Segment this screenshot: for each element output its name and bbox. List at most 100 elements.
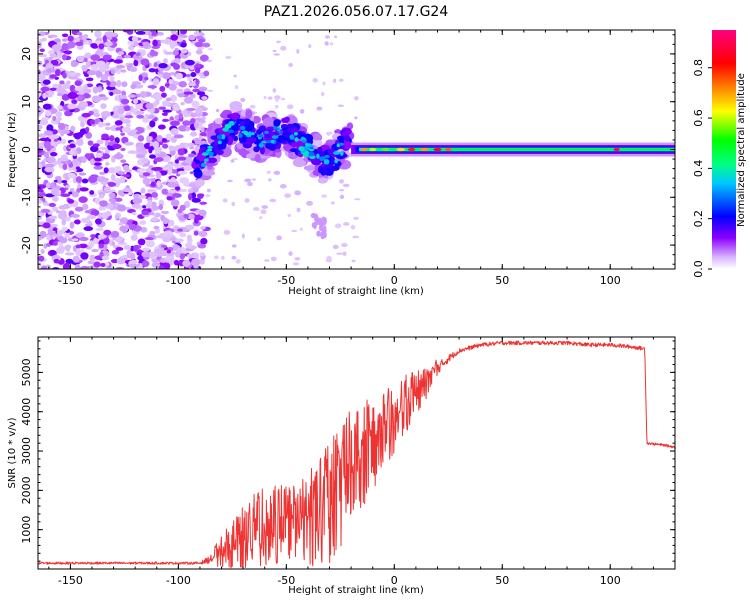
noise-speckle	[195, 107, 203, 114]
noise-speckle	[180, 48, 188, 54]
noise-speckle	[38, 255, 45, 262]
sparse-speckle	[294, 257, 301, 261]
noise-speckle	[153, 61, 158, 68]
sparse-speckle	[205, 194, 211, 197]
noise-speckle	[69, 221, 75, 229]
sparse-speckle	[246, 181, 253, 187]
noise-speckle	[90, 54, 100, 61]
noise-speckle	[114, 120, 123, 126]
noise-speckle	[189, 93, 196, 99]
noise-speckle	[147, 136, 153, 141]
fragment-core	[243, 118, 251, 125]
snr-panel: -150 -100 -50 0 50 100 1000 2000 3000 4000 5000 H…	[7, 336, 676, 596]
sparse-speckle	[225, 55, 232, 59]
noise-speckle	[126, 249, 132, 257]
noise-speckle	[170, 199, 180, 207]
noise-speckle	[188, 193, 193, 201]
noise-speckle	[157, 141, 164, 146]
fragment-peak	[323, 158, 330, 165]
noise-speckle	[125, 123, 131, 128]
noise-speckle	[142, 41, 150, 47]
noise-speckle	[140, 58, 150, 66]
noise-speckle	[79, 91, 85, 95]
noise-speckle	[54, 69, 61, 77]
noise-speckle	[89, 254, 96, 262]
colorbar-tick-label: 0.6	[692, 109, 705, 127]
noise-speckle	[112, 143, 122, 150]
noise-speckle	[56, 87, 66, 94]
noise-speckle	[149, 145, 155, 151]
sparse-speckle	[223, 229, 231, 235]
fragment-peak	[303, 145, 311, 151]
noise-speckle	[83, 57, 88, 63]
fragment-halo	[214, 118, 224, 125]
fragment-peak	[261, 140, 268, 144]
noise-speckle	[168, 84, 177, 91]
sparse-speckle	[306, 200, 314, 206]
noise-speckle	[129, 66, 138, 72]
noise-speckle	[38, 41, 42, 49]
noise-speckle	[42, 103, 52, 110]
noise-speckle	[119, 217, 128, 225]
fragment-tail	[323, 225, 327, 233]
noise-speckle	[68, 191, 73, 195]
noise-speckle	[96, 60, 106, 68]
noise-speckle	[81, 156, 87, 163]
sparse-speckle	[288, 62, 294, 68]
noise-speckle	[56, 247, 65, 254]
noise-speckle	[194, 35, 204, 39]
noise-speckle	[142, 172, 151, 177]
noise-speckle	[121, 136, 129, 144]
noise-speckle	[162, 236, 172, 243]
noise-speckle	[64, 244, 72, 250]
stable-line-hotspot	[407, 147, 416, 152]
noise-speckle	[194, 67, 201, 74]
stable-line-hotspot	[420, 147, 429, 152]
noise-speckle	[132, 197, 143, 205]
fragment-peak	[200, 162, 207, 168]
noise-speckle	[198, 38, 206, 43]
fragment-peak	[228, 121, 235, 126]
noise-speckle	[102, 35, 107, 43]
noise-speckle	[38, 261, 42, 268]
noise-speckle	[87, 140, 94, 146]
sparse-speckle	[279, 184, 287, 189]
fragment-halo	[292, 158, 306, 168]
noise-speckle	[73, 132, 79, 138]
noise-speckle	[153, 225, 160, 230]
noise-speckle	[173, 134, 184, 139]
noise-speckle	[167, 189, 178, 194]
noise-speckle	[82, 203, 89, 210]
noise-speckle	[137, 168, 147, 172]
noise-speckle	[43, 151, 50, 158]
sparse-speckle	[206, 59, 213, 63]
noise-speckle	[48, 215, 58, 220]
noise-speckle	[187, 142, 195, 148]
noise-speckle	[189, 171, 195, 175]
y-tick-label: 4000	[20, 398, 33, 426]
noise-speckle	[66, 41, 76, 49]
noise-speckle	[61, 180, 68, 184]
noise-speckle	[73, 220, 81, 224]
fragment-halo	[315, 139, 323, 147]
noise-speckle	[199, 252, 205, 257]
noise-speckle	[187, 76, 193, 82]
fragment-peak	[248, 131, 252, 137]
noise-speckle	[77, 184, 82, 189]
noise-speckle	[169, 219, 175, 227]
noise-speckle	[145, 102, 154, 110]
noise-speckle	[177, 248, 182, 254]
sparse-speckle	[234, 85, 239, 90]
noise-speckle	[152, 141, 160, 149]
fragment-peak	[271, 135, 279, 139]
sparse-speckle	[325, 35, 330, 39]
noise-speckle	[39, 137, 50, 142]
noise-speckle	[178, 188, 188, 193]
sparse-speckle	[284, 193, 292, 198]
noise-speckle	[150, 217, 159, 222]
noise-speckle	[105, 122, 111, 126]
bottom-x-axis: -150 -100 -50 0 50 100	[48, 337, 676, 587]
y-tick-label: -20	[20, 236, 33, 254]
noise-speckle	[40, 266, 48, 269]
noise-speckle	[44, 110, 52, 117]
